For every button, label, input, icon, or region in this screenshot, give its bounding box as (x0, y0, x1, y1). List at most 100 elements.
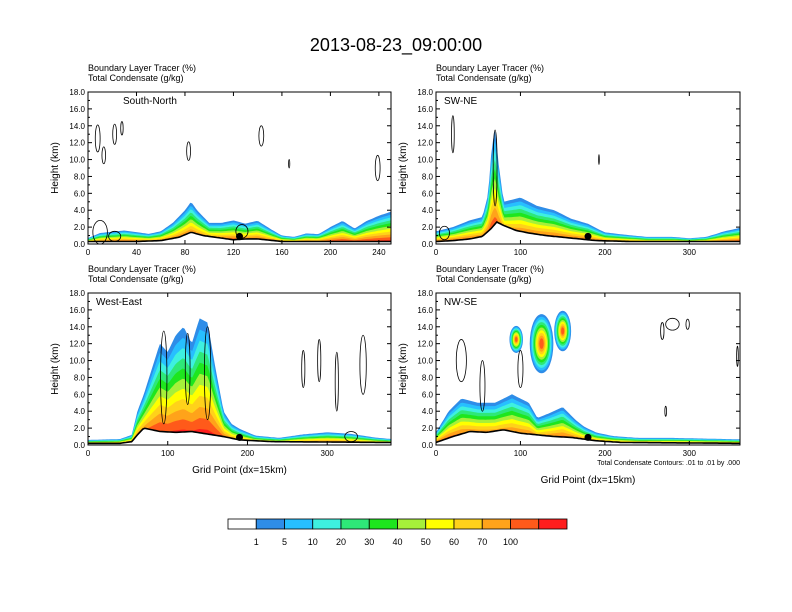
condensate-contour-5 (660, 322, 665, 340)
y-tick-label: 0.0 (422, 240, 434, 249)
y-tick-label: 2.0 (74, 223, 86, 232)
contour-label: Total Condensate (g/kg) (88, 274, 184, 284)
y-tick-label: 18.0 (417, 88, 433, 97)
upper-cloud-2-band-10 (539, 338, 544, 350)
condensate-contour-3 (112, 123, 118, 145)
y-tick-label: 0.0 (422, 441, 434, 450)
condensate-contour-9 (92, 219, 108, 244)
plot-frame (87, 292, 392, 446)
condensate-contour-7 (736, 345, 739, 367)
colorbar-label: 50 (421, 537, 431, 547)
y-tick-label: 10.0 (69, 156, 85, 165)
terrain-fill (436, 430, 740, 445)
y-tick-label: 4.0 (74, 407, 86, 416)
condensate-contour-4 (301, 350, 306, 388)
field-label: Boundary Layer Tracer (%) (436, 63, 544, 73)
y-axis-label: Height (km) (50, 142, 61, 194)
condensate-contour-8 (344, 431, 358, 443)
panel-nw-se: 0.0 2.0 4.0 6.0 8.0 10.0 12.0 14.0 16.0 18.0 0 100 2… (398, 264, 741, 486)
colorbar-label: 40 (392, 537, 402, 547)
colorbar-swatch-12 (538, 518, 568, 530)
y-tick-label: 8.0 (74, 172, 86, 181)
y-tick-label: 14.0 (69, 323, 85, 332)
y-tick-label: 16.0 (69, 105, 85, 114)
field-label: Boundary Layer Tracer (%) (436, 264, 544, 274)
colorbar-swatch-9 (453, 518, 483, 530)
condensate-contour-2 (492, 129, 498, 207)
plot-area (88, 121, 391, 244)
y-tick-label: 12.0 (69, 139, 85, 148)
condensate-contour-8 (374, 154, 381, 182)
colorbar-swatch-3 (284, 518, 314, 530)
x-tick-label: 300 (683, 248, 697, 257)
y-tick-label: 4.0 (422, 206, 434, 215)
y-tick-label: 8.0 (74, 373, 86, 382)
panel-label: West-East (96, 297, 142, 308)
colorbar-label: 1 (254, 537, 259, 547)
contour-annotation: Total Condensate Contours: .01 to .01 by… (597, 460, 740, 467)
panel-label: South-North (123, 96, 177, 107)
x-tick-label: 0 (86, 248, 91, 257)
condensate-contour-2 (101, 146, 106, 165)
x-tick-label: 100 (161, 449, 175, 458)
y-tick-label: 2.0 (422, 223, 434, 232)
colorbar-label: 20 (336, 537, 346, 547)
condensate-contour-3 (665, 317, 680, 331)
condensate-contour-4 (438, 225, 450, 241)
upper-cloud-1-band-10 (514, 336, 518, 342)
y-tick-label: 18.0 (417, 289, 433, 298)
location-marker (584, 232, 592, 240)
colorbar-label: 60 (449, 537, 459, 547)
condensate-contour-1 (455, 339, 467, 383)
panel-label: SW-NE (444, 96, 477, 107)
y-tick-label: 16.0 (69, 306, 85, 315)
condensate-contour-8 (517, 350, 524, 388)
colorbar-swatch-4 (312, 518, 342, 530)
condensate-contour-5 (317, 339, 322, 383)
plot-area (436, 310, 740, 445)
tracer-band-2 (88, 329, 391, 445)
x-tick-label: 0 (434, 449, 439, 458)
x-tick-label: 240 (372, 248, 386, 257)
y-tick-label: 12.0 (417, 139, 433, 148)
condensate-contour-6 (334, 351, 339, 412)
y-tick-label: 6.0 (74, 189, 86, 198)
y-tick-label: 16.0 (417, 105, 433, 114)
x-tick-label: 80 (181, 248, 190, 257)
colorbar-swatch-6 (368, 518, 398, 530)
colorbar-label: 70 (477, 537, 487, 547)
condensate-contour-4 (685, 318, 690, 330)
colorbar-swatch-5 (340, 518, 370, 530)
y-tick-label: 10.0 (417, 156, 433, 165)
field-label: Boundary Layer Tracer (%) (88, 264, 196, 274)
condensate-contour-7 (288, 159, 291, 169)
x-tick-label: 100 (514, 449, 528, 458)
contour-label: Total Condensate (g/kg) (436, 73, 532, 83)
panel-label: NW-SE (444, 297, 477, 308)
colorbar-swatch-1 (227, 518, 257, 530)
y-tick-label: 0.0 (74, 240, 86, 249)
condensate-contour-3 (598, 154, 600, 166)
x-tick-label: 0 (434, 248, 439, 257)
colorbar: 1 5 10 20 30 40 50 60 70 100 (227, 518, 568, 547)
figure-title: 2013-08-23_09:00:00 (310, 35, 482, 56)
condensate-contour-7 (359, 334, 367, 395)
y-tick-label: 18.0 (69, 88, 85, 97)
x-tick-label: 40 (132, 248, 141, 257)
condensate-contour-2 (479, 360, 486, 412)
y-tick-label: 14.0 (417, 323, 433, 332)
contour-label: Total Condensate (g/kg) (88, 73, 184, 83)
colorbar-swatch-11 (510, 518, 540, 530)
x-tick-label: 100 (514, 248, 528, 257)
y-tick-label: 14.0 (69, 122, 85, 131)
y-tick-label: 10.0 (417, 357, 433, 366)
plot-area (436, 115, 740, 244)
colorbar-swatch-2 (255, 518, 285, 530)
tracer-band-1 (88, 318, 391, 445)
condensate-contour-2 (184, 333, 191, 405)
contour-label: Total Condensate (g/kg) (436, 274, 532, 284)
terrain-fill (88, 232, 391, 244)
y-tick-label: 2.0 (422, 424, 434, 433)
x-tick-label: 200 (241, 449, 255, 458)
y-tick-label: 6.0 (422, 189, 434, 198)
